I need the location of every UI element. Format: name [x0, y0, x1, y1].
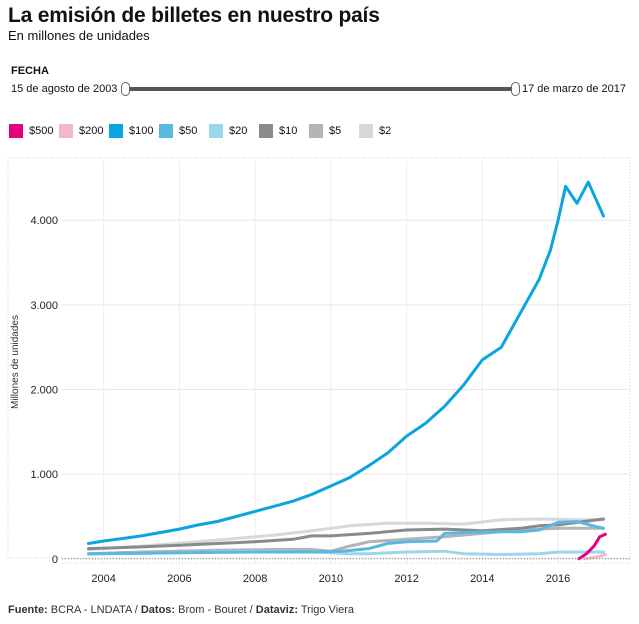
- footer-source-label: Fuente:: [8, 604, 48, 616]
- legend-swatch: [109, 124, 123, 138]
- x-tick-label: 2014: [470, 573, 494, 585]
- page-title: La emisión de billetes en nuestro país: [8, 4, 380, 27]
- x-tick-label: 2016: [546, 573, 570, 585]
- footer-data-label: Datos:: [140, 604, 176, 616]
- series-line-2: [87, 517, 605, 551]
- date-range-start: 15 de agosto de 2003: [11, 83, 118, 95]
- date-range-slider-track[interactable]: [125, 87, 516, 91]
- page-subtitle: En millones de unidades: [8, 28, 150, 43]
- legend-swatch: [159, 124, 173, 138]
- legend-label: $100: [129, 125, 154, 137]
- legend-label: $10: [279, 125, 298, 137]
- series-line-100: [87, 180, 605, 545]
- banknote-line-chart: 0 1.000 2.000 3.000 4.000 2004 2006 2008 2010 201…: [7, 157, 631, 585]
- y-axis-title: Millones de unidades: [10, 315, 21, 409]
- date-filter-label: FECHA: [11, 65, 49, 77]
- footer-credits: Fuente: BCRA - LNDATA / Datos: Brom - Bo…: [8, 604, 354, 616]
- date-range-start-handle[interactable]: [121, 82, 130, 96]
- legend-swatch: [309, 124, 323, 138]
- y-tick-label: 1.000: [30, 469, 58, 481]
- date-range-end-handle[interactable]: [511, 82, 520, 96]
- y-tick-label: 3.000: [30, 300, 58, 312]
- series-line-50: [87, 520, 605, 556]
- series-line-500: [577, 532, 607, 561]
- footer-data: Brom - Bouret /: [175, 604, 256, 616]
- legend-label: $200: [79, 125, 104, 137]
- date-range-end: 17 de marzo de 2017: [522, 83, 626, 95]
- legend-label: $500: [29, 125, 54, 137]
- x-tick-label: 2006: [167, 573, 191, 585]
- legend-label: $5: [329, 125, 342, 137]
- chart-frame: [7, 157, 631, 559]
- legend-label: $20: [229, 125, 248, 137]
- legend-swatch: [59, 124, 73, 138]
- legend-swatch: [359, 124, 373, 138]
- legend-swatch: [9, 124, 23, 138]
- x-tick-label: 2012: [394, 573, 418, 585]
- y-tick-label: 2.000: [30, 385, 58, 397]
- footer-source: BCRA - LNDATA /: [47, 604, 141, 616]
- footer-viz: Trigo Viera: [297, 604, 355, 616]
- x-tick-label: 2004: [91, 573, 115, 585]
- y-tick-label: 4.000: [30, 215, 58, 227]
- x-tick-label: 2010: [319, 573, 343, 585]
- legend-label: $2: [379, 125, 392, 137]
- footer-viz-label: Dataviz:: [255, 604, 298, 616]
- legend-label: $50: [179, 125, 198, 137]
- series-line-10: [87, 517, 605, 551]
- series-line-200: [583, 553, 607, 561]
- legend-swatch: [209, 124, 223, 138]
- legend-swatch: [259, 124, 273, 138]
- y-tick-label: 0: [52, 554, 58, 566]
- x-tick-label: 2008: [243, 573, 267, 585]
